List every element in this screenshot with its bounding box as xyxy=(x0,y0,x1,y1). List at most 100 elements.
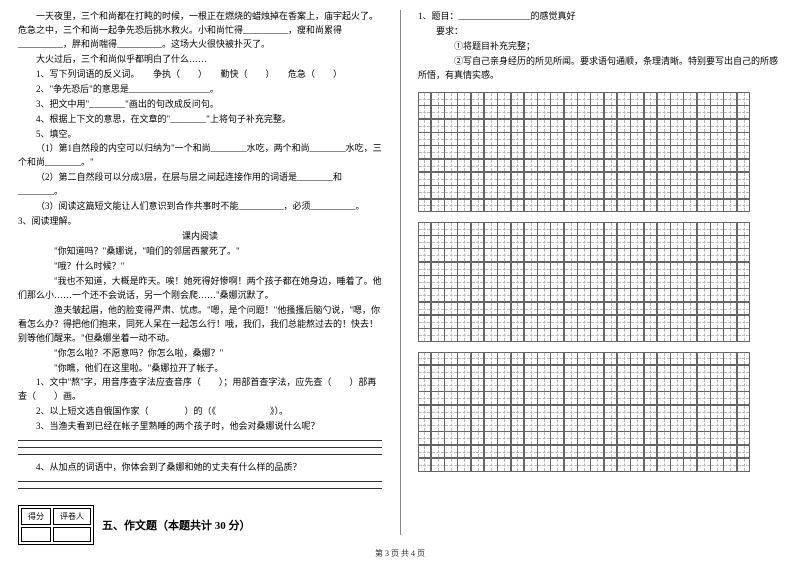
writing-grid-cell xyxy=(683,105,697,119)
writing-grid-cell xyxy=(590,315,604,329)
writing-grid-cell xyxy=(644,92,658,106)
writing-grid-cell xyxy=(604,418,618,432)
writing-grid-cell xyxy=(683,315,697,329)
writing-grid-cell xyxy=(511,431,525,445)
writing-grid-block xyxy=(418,93,782,213)
writing-grid-row xyxy=(418,199,782,212)
writing-grid-cell xyxy=(484,445,498,459)
writing-grid-cell xyxy=(418,145,432,159)
writing-grid-cell xyxy=(471,132,485,146)
writing-grid-cell xyxy=(444,418,458,432)
writing-grid-cell xyxy=(457,235,471,249)
r-q4: 4、从加点的词语中，你体会到了桑娜和她的丈夫有什么样的品质？ xyxy=(18,461,382,475)
writing-grid-cell xyxy=(657,328,671,342)
writing-grid-cell xyxy=(737,458,751,472)
writing-grid-cell xyxy=(511,328,525,342)
writing-grid-cell xyxy=(644,119,658,133)
writing-grid-row xyxy=(418,365,782,378)
writing-grid-cell xyxy=(590,185,604,199)
writing-grid-cell xyxy=(657,105,671,119)
writing-grid-cell xyxy=(457,288,471,302)
writing-grid-cell xyxy=(457,145,471,159)
writing-grid-cell xyxy=(590,119,604,133)
writing-grid-cell xyxy=(670,275,684,289)
writing-grid-cell xyxy=(497,222,511,236)
writing-grid-cell xyxy=(431,275,445,289)
writing-grid-cell xyxy=(670,248,684,262)
writing-grid-cell xyxy=(710,458,724,472)
writing-grid-cell xyxy=(524,391,538,405)
writing-grid-cell xyxy=(683,431,697,445)
writing-grid-cell xyxy=(697,352,711,366)
writing-grid-cell xyxy=(737,405,751,419)
writing-grid-cell xyxy=(484,199,498,213)
writing-grid-cell xyxy=(471,145,485,159)
writing-grid-cell xyxy=(444,391,458,405)
writing-grid-cell xyxy=(431,132,445,146)
writing-grid-cell xyxy=(737,315,751,329)
writing-grid-cell xyxy=(590,275,604,289)
writing-grid-cell xyxy=(418,431,432,445)
writing-grid-cell xyxy=(484,235,498,249)
writing-grid-cell xyxy=(537,431,551,445)
writing-grid-cell xyxy=(431,235,445,249)
writing-grid-cell xyxy=(577,92,591,106)
writing-grid-cell xyxy=(630,92,644,106)
writing-grid-cell xyxy=(550,391,564,405)
writing-grid-cell xyxy=(537,119,551,133)
score-box: 得分 评卷人 xyxy=(18,505,94,545)
writing-grid-cell xyxy=(431,391,445,405)
writing-grid-cell xyxy=(418,132,432,146)
writing-grid-cell xyxy=(604,315,618,329)
writing-grid-cell xyxy=(617,328,631,342)
writing-grid-cell xyxy=(697,159,711,173)
writing-grid-block xyxy=(418,222,782,342)
writing-grid-cell xyxy=(644,378,658,392)
r-q2: 2、以上短文选自俄国作家（ ）的（《 》）。 xyxy=(18,405,382,419)
writing-grid-cell xyxy=(604,159,618,173)
writing-grid-cell xyxy=(471,445,485,459)
writing-grid-cell xyxy=(564,248,578,262)
writing-grid-cell xyxy=(590,418,604,432)
writing-grid-cell xyxy=(537,262,551,276)
reading-2: "哦？什么时候？" xyxy=(18,260,382,274)
writing-grid-cell xyxy=(497,405,511,419)
writing-grid-cell xyxy=(457,132,471,146)
writing-grid-cell xyxy=(497,248,511,262)
writing-grid-cell xyxy=(590,302,604,316)
writing-grid-cell xyxy=(710,222,724,236)
writing-grid-cell xyxy=(497,262,511,276)
writing-grid-cell xyxy=(723,199,737,213)
writing-grid-cell xyxy=(537,328,551,342)
writing-grid-cell xyxy=(457,458,471,472)
writing-grid-cell xyxy=(577,365,591,379)
writing-grid-cell xyxy=(457,378,471,392)
writing-grid-cell xyxy=(644,328,658,342)
writing-grid-cell xyxy=(457,302,471,316)
writing-grid-cell xyxy=(697,431,711,445)
q5-2: （2）第二自然段可以分成3层，在层与层之间起连接作用的词语是________和_… xyxy=(18,171,382,199)
writing-grid-cell xyxy=(577,145,591,159)
writing-grid-cell xyxy=(697,302,711,316)
writing-grid-cell xyxy=(710,328,724,342)
writing-grid-cell xyxy=(577,172,591,186)
writing-grid-cell xyxy=(484,302,498,316)
writing-grid-cell xyxy=(418,315,432,329)
writing-grid-cell xyxy=(431,119,445,133)
reading-subtitle: 课内阅读 xyxy=(18,230,382,244)
section3-title: 3、阅读理解。 xyxy=(18,215,382,229)
writing-grid-cell xyxy=(737,328,751,342)
writing-grid-cell xyxy=(604,431,618,445)
writing-grid-cell xyxy=(444,248,458,262)
writing-grid-cell xyxy=(737,262,751,276)
writing-grid-cell xyxy=(537,172,551,186)
writing-grid-cell xyxy=(564,288,578,302)
writing-grid-cell xyxy=(431,458,445,472)
writing-grid-cell xyxy=(550,352,564,366)
writing-grid-cell xyxy=(537,378,551,392)
writing-grid-cell xyxy=(511,445,525,459)
reading-6: "你瞧，他们在这里啦。"桑娜拉开了帐子。 xyxy=(18,362,382,376)
writing-grid-cell xyxy=(657,391,671,405)
writing-grid-cell xyxy=(617,199,631,213)
writing-grid-cell xyxy=(431,352,445,366)
